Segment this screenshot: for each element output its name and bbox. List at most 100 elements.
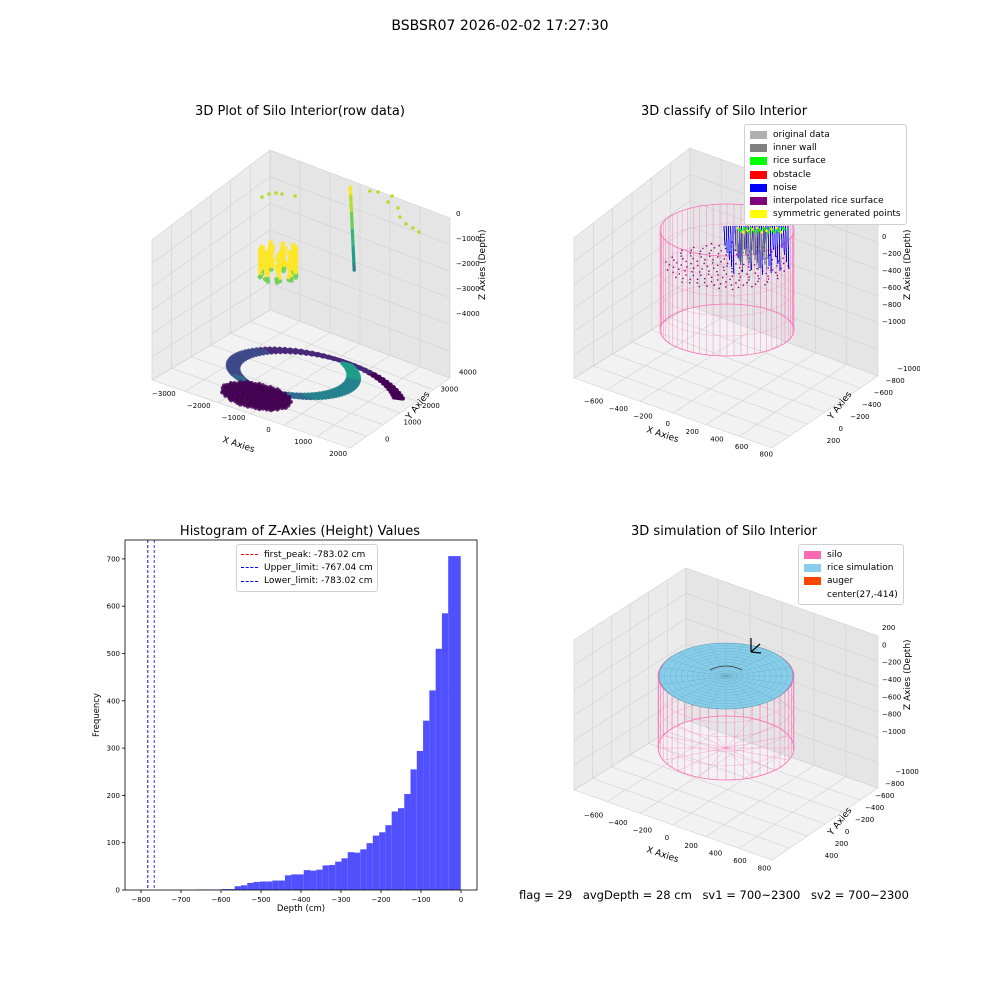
plot2-interp-point bbox=[782, 262, 785, 265]
plot3-histogram-bar bbox=[234, 886, 241, 890]
plot3-histogram-bar bbox=[404, 793, 411, 890]
plot1-data-point bbox=[275, 253, 281, 258]
plot1-floor-grid-x bbox=[349, 377, 451, 449]
plot2-y-tick-label: −400 bbox=[862, 401, 881, 409]
plot4-x-tick-label: −200 bbox=[633, 827, 652, 835]
plot4-y-tick-label: 200 bbox=[835, 840, 848, 848]
plot4-silo-floor-line bbox=[677, 725, 727, 749]
plot4-y-tick-label: −200 bbox=[855, 816, 874, 824]
plot2-interp-point bbox=[735, 282, 737, 284]
plot3-x-tick-label: −600 bbox=[211, 896, 230, 904]
plot1-back-grid-h bbox=[269, 149, 451, 219]
plot2-interp-point bbox=[783, 270, 785, 272]
plot1-data-point bbox=[269, 350, 274, 355]
plot2-legend-item: rice surface bbox=[750, 155, 901, 168]
plot1-floor-grid-y bbox=[269, 309, 451, 379]
plot2-interp-point bbox=[730, 284, 733, 286]
plot4-legend-swatch bbox=[804, 563, 821, 572]
plot1-data-point bbox=[253, 405, 258, 411]
plot1-data-point bbox=[253, 382, 258, 387]
plot2-interp-point bbox=[692, 257, 694, 260]
plot3-x-tick-label: 0 bbox=[459, 896, 463, 904]
plot4-surface-mesh bbox=[725, 667, 791, 677]
plot1-data-point bbox=[373, 372, 378, 377]
plot3-histogram-bar bbox=[441, 613, 449, 890]
plot4-legend-label: center(27,-414) bbox=[827, 589, 898, 600]
sv2-text: sv2 = 700~2300 bbox=[811, 888, 909, 902]
plot1-data-point bbox=[228, 381, 234, 386]
plot4-legend-item: silo bbox=[804, 548, 898, 561]
plot1-data-point bbox=[282, 391, 288, 397]
plot2-interp-point bbox=[706, 265, 709, 268]
plot2-y-tick-label: 0 bbox=[839, 425, 843, 433]
plot2-interp-point bbox=[703, 277, 706, 280]
plot1-z-tick-label: −3000 bbox=[456, 285, 480, 293]
plot3-histogram-bar bbox=[354, 852, 361, 890]
plot1-z-tick-label: −1000 bbox=[456, 235, 480, 243]
plot2-legend-item: noise bbox=[750, 181, 901, 194]
plot2-interp-point bbox=[699, 271, 701, 273]
plot2-legend-item: inner wall bbox=[750, 141, 901, 154]
plot1-x-tick-label: 2000 bbox=[329, 450, 347, 458]
plot2-legend-item: obstacle bbox=[750, 168, 901, 181]
plot3-histogram-bar bbox=[222, 889, 229, 890]
plot2-interp-point bbox=[770, 250, 773, 253]
plot3-legend-swatch bbox=[241, 554, 258, 556]
plot4-z-tick-label: −400 bbox=[882, 676, 901, 684]
plot2-x-tick-label: −400 bbox=[609, 405, 628, 413]
plot2-interp-point bbox=[700, 274, 702, 277]
plot4-y-tick-label: 0 bbox=[845, 828, 849, 836]
plot1-data-point bbox=[293, 194, 297, 198]
plot4-legend: silo rice simulation auger center(27,-414) bbox=[798, 544, 904, 606]
plot3-histogram-bar bbox=[278, 880, 285, 890]
plot1-data-point bbox=[260, 406, 266, 411]
plot2-interp-point bbox=[698, 285, 701, 288]
plot2-interp-point bbox=[711, 262, 714, 264]
plot2-legend-swatch bbox=[750, 170, 767, 179]
plot2-interp-point bbox=[717, 256, 719, 258]
plot4-legend-label: silo bbox=[827, 549, 843, 560]
plot2-interp-point bbox=[696, 260, 699, 262]
plot4-surface-mesh bbox=[725, 652, 774, 677]
plot1-z-tick-label: −4000 bbox=[456, 310, 480, 318]
plot1-3d-axes: −3000 −2000 −1000 0 1000 2000 0 1000 2000 300040… bbox=[151, 149, 488, 458]
plot2-z-label: Z Axies (Depth) bbox=[903, 229, 913, 300]
plot2-interp-point bbox=[754, 283, 757, 285]
plot4-floor-grid-x bbox=[771, 787, 879, 861]
plot2-legend-label: interpolated rice surface bbox=[773, 196, 884, 207]
plot2-interp-point bbox=[738, 279, 740, 282]
plot1-data-point bbox=[288, 399, 293, 404]
plot1-data-point bbox=[394, 388, 399, 393]
plot2-interp-point bbox=[704, 258, 706, 261]
plot2-legend-label: rice surface bbox=[773, 156, 826, 167]
plot1-data-point bbox=[254, 352, 259, 357]
plot4-z-label: Z Axies (Depth) bbox=[903, 639, 913, 710]
plot2-interp-point bbox=[739, 276, 742, 279]
plot2-interp-point bbox=[703, 262, 705, 265]
plot1-data-point bbox=[238, 402, 243, 407]
plot2-3d-axes: −600 −400 −200 0 200 400 600 800 200 0 −200 −400 −6… bbox=[573, 147, 920, 458]
plot2-rice-surface-point bbox=[760, 230, 764, 234]
plot2-legend-item: interpolated rice surface bbox=[750, 194, 901, 207]
plot1-data-point bbox=[260, 245, 266, 251]
plot2-y-tick-label: −1000 bbox=[897, 365, 920, 373]
plot2-interp-point bbox=[717, 274, 719, 276]
plot1-data-point bbox=[232, 381, 237, 386]
plot2-interp-point bbox=[775, 255, 778, 258]
plot2-rice-surface-point bbox=[773, 230, 777, 234]
plot2-silo-ring bbox=[659, 263, 795, 317]
plot2-legend-swatch bbox=[750, 197, 767, 206]
plot3-histogram-bar bbox=[454, 556, 461, 890]
plot2-interp-point bbox=[680, 252, 682, 254]
plot2-interp-point bbox=[690, 255, 692, 257]
plot3-legend-label: first_peak: -783.02 cm bbox=[264, 549, 366, 560]
plot2-interp-point bbox=[671, 256, 673, 258]
plot2-interp-point bbox=[689, 278, 692, 280]
plot1-data-point bbox=[262, 276, 268, 282]
plot1-data-point bbox=[390, 194, 394, 198]
plot2-interp-point bbox=[719, 282, 722, 285]
plot3-histogram-bar bbox=[448, 556, 455, 890]
plot2-z-tick-label: −800 bbox=[882, 301, 901, 309]
plot2-interp-point bbox=[731, 271, 733, 273]
plot1-data-point bbox=[291, 264, 297, 269]
